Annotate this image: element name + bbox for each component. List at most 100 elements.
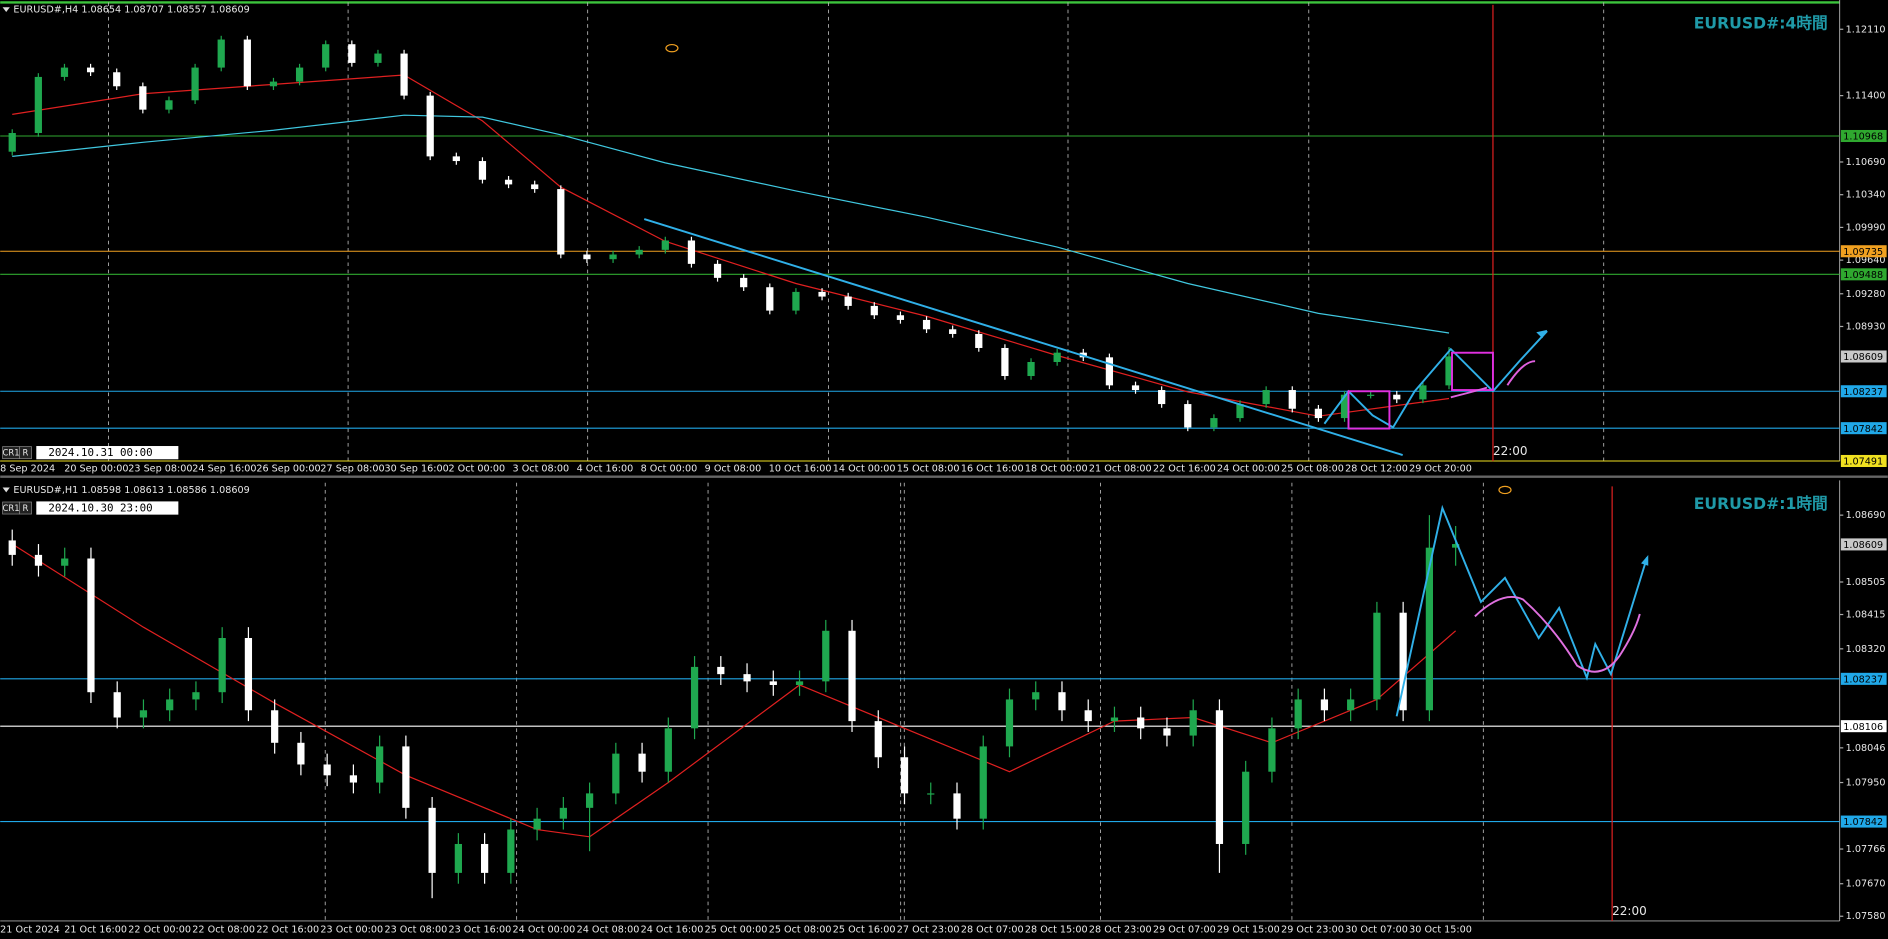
candle-body <box>454 843 462 873</box>
candle-body <box>349 775 358 783</box>
candle-body <box>979 746 987 819</box>
price-tag <box>1840 385 1887 398</box>
toolbar-button <box>19 501 32 515</box>
x-tick-label: 22 Oct 00:00 <box>128 924 191 935</box>
candle-body <box>1032 692 1040 700</box>
candle-body <box>426 95 434 157</box>
x-tick-label: 23 Oct 08:00 <box>384 924 447 935</box>
toolbar-button <box>19 446 32 460</box>
candle-body <box>60 67 69 77</box>
candle-body <box>1005 699 1014 747</box>
candle-body <box>717 666 725 675</box>
x-tick-label: 18 Oct 00:00 <box>1025 463 1088 474</box>
candle-body <box>1084 710 1092 722</box>
candle-body <box>713 263 722 278</box>
projection-curve <box>1474 595 1641 673</box>
candle-body <box>1027 361 1035 377</box>
candle-body <box>927 793 935 795</box>
candle-body <box>1163 728 1171 736</box>
candle-body <box>743 674 751 682</box>
candle-body <box>86 67 95 73</box>
icon <box>1498 485 1512 495</box>
toolbar-button-label: CR1 <box>2 503 19 513</box>
candle-body <box>1210 418 1218 428</box>
price-tag-label: 1.08237 <box>1843 674 1883 685</box>
candle-body <box>243 39 251 87</box>
trend-line <box>643 218 1403 456</box>
price-tag-label: 1.08609 <box>1843 540 1883 551</box>
time-marker-label: 22:00 <box>1493 444 1528 458</box>
y-tick-label: 1.08415 <box>1846 610 1886 621</box>
symbol-header: EURUSD#,H4 1.08654 1.08707 1.08557 1.086… <box>13 5 249 16</box>
candle-body <box>1262 390 1270 405</box>
y-tick-label: 1.11400 <box>1846 91 1886 102</box>
x-tick-label: 29 Oct 23:00 <box>1281 924 1344 935</box>
moving-average <box>12 114 1450 334</box>
candle-body <box>635 249 643 255</box>
x-tick-label: 26 Sep 00:00 <box>256 463 320 474</box>
candle-body <box>1452 544 1460 548</box>
candle-body <box>1340 394 1349 419</box>
candle-body <box>192 692 200 700</box>
x-tick-label: 25 Oct 16:00 <box>833 924 896 935</box>
x-tick-label: 25 Oct 08:00 <box>769 924 832 935</box>
price-tag <box>1840 454 1887 467</box>
candle-body <box>690 666 699 729</box>
date-box <box>36 501 179 515</box>
price-tag-label: 1.09488 <box>1843 270 1883 281</box>
candle-body <box>165 100 173 110</box>
y-tick-label: 1.12110 <box>1846 24 1886 35</box>
y-tick-label: 1.07670 <box>1846 879 1886 890</box>
x-tick-label: 25 Oct 00:00 <box>705 924 768 935</box>
candle-body <box>8 133 16 152</box>
box <box>1451 351 1494 392</box>
x-tick-label: 21 Oct 08:00 <box>1089 463 1152 474</box>
x-tick-label: 14 Oct 00:00 <box>833 463 896 474</box>
symbol-header: EURUSD#,H1 1.08598 1.08613 1.08586 1.086… <box>13 485 249 496</box>
y-tick-label: 1.07766 <box>1846 844 1886 855</box>
candle-body <box>583 254 591 260</box>
candle-body <box>478 161 487 180</box>
candle-body <box>870 305 878 316</box>
candle-body <box>481 843 489 873</box>
candle-body <box>61 558 69 566</box>
candle-body <box>217 39 225 68</box>
price-tag <box>1840 538 1887 551</box>
x-tick-label: 28 Oct 12:00 <box>1345 463 1408 474</box>
candle-body <box>297 742 305 765</box>
x-tick-label: 9 Oct 08:00 <box>705 463 762 474</box>
candle-body <box>166 699 174 711</box>
price-tag <box>1840 350 1887 363</box>
candle-body <box>1425 547 1434 711</box>
y-tick-label: 1.09640 <box>1846 255 1886 266</box>
x-tick-label: 16 Oct 16:00 <box>961 463 1024 474</box>
x-tick-label: 25 Oct 08:00 <box>1281 463 1344 474</box>
candle-body <box>452 156 460 162</box>
y-tick-label: 1.10690 <box>1846 157 1886 168</box>
candle-body <box>139 86 147 110</box>
candle-body <box>664 728 672 772</box>
price-tag-label: 1.09735 <box>1843 247 1883 258</box>
candle-body <box>818 291 826 297</box>
candle-body <box>1001 347 1009 377</box>
candle-body <box>1053 352 1061 362</box>
candle-body <box>740 277 748 288</box>
icon <box>665 43 679 53</box>
candle-body <box>1320 699 1329 711</box>
candle-body <box>1105 357 1114 386</box>
candle-body <box>769 681 777 685</box>
x-tick-label: 22 Oct 16:00 <box>256 924 319 935</box>
candle-body <box>1058 692 1066 711</box>
candle-body <box>218 638 226 693</box>
price-tag-label: 1.08237 <box>1843 387 1883 398</box>
x-tick-label: 28 Oct 23:00 <box>1089 924 1152 935</box>
price-tag <box>1840 422 1887 435</box>
candle-body <box>8 540 16 555</box>
price-tag-label: 1.08106 <box>1843 722 1883 733</box>
x-tick-label: 23 Oct 00:00 <box>320 924 383 935</box>
candle-body <box>1288 390 1296 409</box>
x-tick-label: 30 Oct 07:00 <box>1345 924 1408 935</box>
candle-body <box>374 53 382 63</box>
toolbar-button-label: R <box>23 448 29 458</box>
y-tick-label: 1.08690 <box>1846 510 1886 521</box>
